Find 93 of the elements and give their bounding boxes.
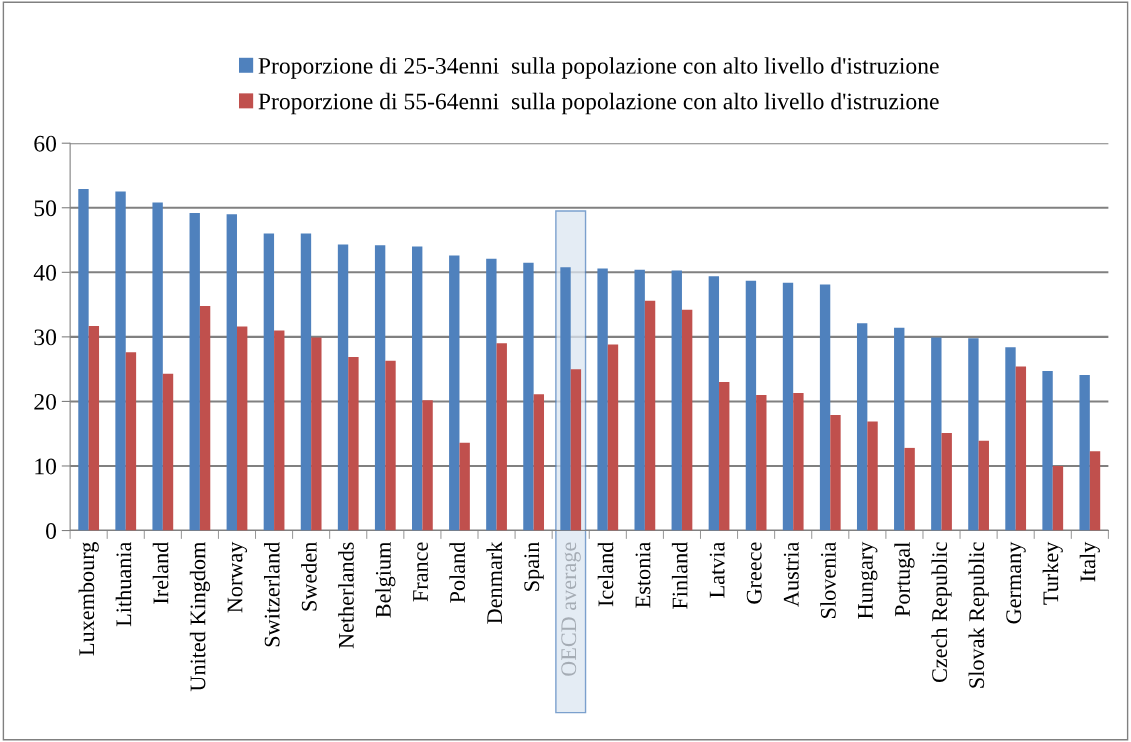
x-tick-label: Denmark	[486, 541, 503, 624]
bar	[941, 433, 952, 531]
y-tick-label: 0	[46, 523, 57, 539]
bar	[1015, 366, 1027, 531]
x-tick-label: Czech Republic	[931, 542, 952, 683]
bar	[125, 352, 137, 531]
bar	[412, 246, 423, 531]
bar	[607, 344, 619, 531]
bar	[236, 326, 248, 531]
bar	[570, 369, 582, 531]
x-tick-label: Ireland	[152, 541, 169, 604]
y-tick-label: 50	[34, 200, 57, 217]
bar	[533, 394, 545, 531]
bar	[745, 280, 757, 531]
bar	[1052, 465, 1064, 531]
bar	[931, 337, 942, 531]
bar	[459, 442, 470, 531]
bar	[597, 268, 608, 531]
x-tick-label: Sweden	[301, 541, 317, 611]
bar	[300, 233, 312, 531]
bar	[1089, 451, 1101, 531]
legend-label: Proporzione di 55-64enni sulla popolazione con alto livello d'istruzione	[258, 92, 939, 115]
x-tick-label: Portugal	[894, 542, 915, 617]
bar	[856, 323, 868, 531]
x-tick-label: Slovenia	[820, 541, 836, 618]
bar	[1079, 374, 1090, 531]
bar	[681, 309, 693, 531]
bar	[199, 305, 211, 531]
x-tick-label: Spain	[524, 541, 544, 591]
bar	[189, 212, 200, 531]
bar	[719, 382, 730, 531]
x-tick-label: Norway	[227, 541, 248, 613]
bar	[1005, 347, 1016, 531]
bar	[226, 214, 237, 531]
bar	[263, 233, 275, 531]
x-tick-label: Greece	[746, 542, 762, 604]
legend-label: Proporzione di 25-34enni sulla popolazione con alto livello d'istruzione	[258, 57, 939, 79]
x-tick-label: Belgium	[375, 541, 396, 618]
x-tick-label: Austria	[783, 541, 799, 607]
bar	[782, 282, 794, 531]
bar	[644, 300, 656, 531]
bar	[1042, 371, 1053, 531]
x-tick-label: France	[413, 542, 428, 602]
bar	[671, 270, 682, 531]
x-tick-label: Lithuania	[115, 541, 132, 627]
x-tick-label: Latvia	[709, 541, 725, 598]
x-tick-label: Luxembourg	[78, 542, 99, 656]
bar	[422, 400, 433, 531]
bar	[78, 189, 89, 531]
y-tick-label: 20	[34, 393, 57, 410]
bar	[830, 414, 841, 531]
bar	[311, 337, 322, 531]
x-tick-label: Italy	[1079, 541, 1100, 582]
x-tick-label: Iceland	[597, 541, 614, 607]
bar	[115, 191, 126, 531]
x-tick-label: OECD average	[561, 542, 581, 676]
bar	[793, 393, 804, 531]
bar	[708, 276, 720, 531]
y-tick-label: 40	[33, 264, 57, 281]
bar	[894, 327, 905, 531]
x-tick-label: Germany	[1006, 541, 1026, 624]
bar	[337, 244, 349, 531]
bar	[634, 269, 645, 531]
x-tick-label: Switzerland	[263, 541, 280, 647]
bar	[904, 447, 915, 531]
bar	[523, 262, 534, 531]
bar	[978, 440, 989, 531]
bar	[88, 325, 100, 531]
bar	[486, 258, 497, 531]
y-tick-label: 60	[34, 135, 57, 152]
bar	[449, 255, 460, 531]
x-tick-label: Turkey	[1042, 541, 1063, 605]
y-tick-label: 10	[35, 458, 57, 475]
bar	[348, 356, 359, 531]
bar	[374, 245, 386, 531]
bar	[867, 421, 878, 531]
bar	[152, 202, 163, 531]
bar	[756, 394, 767, 531]
x-tick-label: Estonia	[635, 541, 651, 608]
y-tick-label: 30	[34, 329, 57, 346]
bar	[162, 373, 174, 531]
bar	[496, 343, 507, 531]
bar	[274, 330, 285, 531]
x-tick-label: Netherlands	[338, 542, 354, 649]
x-tick-label: Slovak Republic	[968, 542, 989, 688]
x-tick-label: Poland	[449, 541, 466, 603]
x-tick-label: Finland	[671, 541, 688, 609]
bar	[968, 338, 979, 531]
bar	[560, 267, 571, 531]
bar	[819, 284, 831, 531]
bar	[385, 360, 396, 531]
x-tick-label: United Kingdom	[189, 541, 211, 692]
x-tick-label: Hungary	[858, 541, 878, 619]
